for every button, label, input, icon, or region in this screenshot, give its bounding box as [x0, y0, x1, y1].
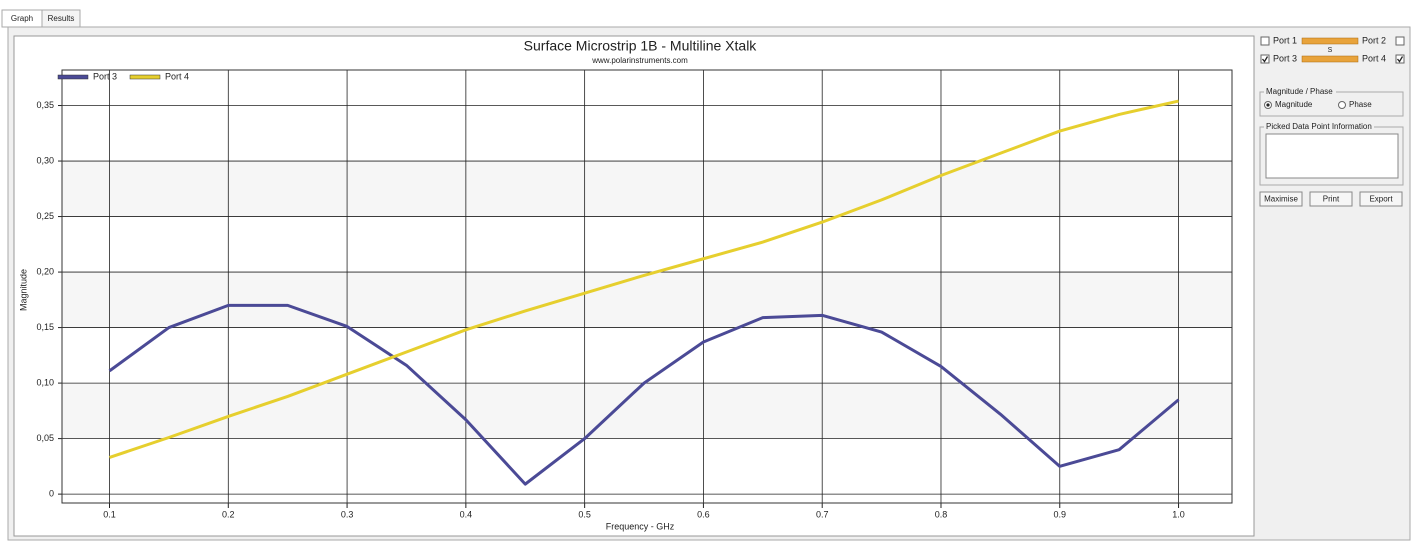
port-label[interactable]: Port 2	[1362, 35, 1386, 45]
y-tick-label: 0,10	[36, 377, 54, 387]
group-title: Magnitude / Phase	[1266, 87, 1333, 96]
button-label[interactable]: Export	[1369, 195, 1393, 204]
group-title-bg	[1264, 122, 1374, 132]
radio-label[interactable]: Phase	[1349, 100, 1372, 109]
x-tick-label: 0.9	[1054, 509, 1067, 519]
tab-label[interactable]: Graph	[11, 14, 33, 23]
y-tick-label: 0,15	[36, 322, 54, 332]
button-label[interactable]: Print	[1323, 195, 1340, 204]
x-tick-label: 0.4	[460, 509, 473, 519]
x-tick-label: 0.2	[222, 509, 235, 519]
data-line	[108, 303, 1180, 486]
plot: 0 0,05 0,10 0,15 0,20 0,25 0,30 0,35 0.1 0.2 0.3 0.…	[36, 69, 1233, 519]
x-tick-label: 1.0	[1172, 509, 1185, 519]
port-link-label: S	[1328, 47, 1333, 54]
x-tick-label: 0.1	[103, 509, 116, 519]
info-textbox	[1265, 133, 1399, 179]
chart-title: Surface Microstrip 1B - Multiline Xtalk	[524, 38, 758, 54]
checkbox[interactable]	[1395, 36, 1405, 46]
checkbox[interactable]	[1260, 36, 1270, 46]
checkbox[interactable]	[1260, 54, 1270, 64]
plot-frame	[61, 69, 1233, 504]
tab[interactable]	[41, 9, 81, 28]
port-link-bar	[1301, 55, 1359, 63]
y-tick-label: 0,25	[36, 211, 54, 221]
button[interactable]	[1359, 191, 1403, 207]
legend-swatch	[129, 74, 161, 80]
group-title: Picked Data Point Information	[1266, 122, 1372, 131]
tab-label[interactable]: Results	[48, 14, 75, 23]
y-tick-label: 0,30	[36, 155, 54, 165]
checkbox[interactable]	[1395, 54, 1405, 64]
x-axis-label: Frequency - GHz	[606, 521, 675, 531]
button[interactable]	[1259, 191, 1303, 207]
checkmark	[1261, 56, 1269, 63]
chart-subtitle: www.polarinstruments.com	[591, 56, 688, 65]
y-tick-label: 0,35	[36, 100, 54, 110]
button[interactable]	[1309, 191, 1353, 207]
y-tick-label: 0,20	[36, 266, 54, 276]
grid-band	[62, 70, 1232, 106]
side-panel: Port 1 Port 2 Port 3 Port 4 S Magnitude / Pha…	[1259, 35, 1405, 207]
radio-label[interactable]: Magnitude	[1275, 100, 1313, 109]
checkmark	[1396, 56, 1404, 63]
tabs: Graph Results	[1, 9, 81, 28]
x-tick-label: 0.6	[697, 509, 710, 519]
group-title-bg	[1264, 87, 1336, 97]
grid-band	[62, 161, 1232, 217]
port-link-bar	[1301, 37, 1359, 45]
radio[interactable]	[1338, 101, 1346, 109]
grid-band	[62, 383, 1232, 439]
port-label[interactable]: Port 4	[1362, 53, 1386, 63]
legend-label: Port 4	[165, 71, 189, 81]
radio-dot	[1266, 103, 1270, 107]
y-tick-label: 0	[49, 488, 54, 498]
port-label[interactable]: Port 3	[1273, 53, 1297, 63]
port-label[interactable]: Port 1	[1273, 35, 1297, 45]
x-tick-label: 0.7	[816, 509, 829, 519]
legend-label: Port 3	[93, 71, 117, 81]
grid-band	[62, 272, 1232, 328]
y-tick-label: 0,05	[36, 433, 54, 443]
x-tick-label: 0.3	[341, 509, 354, 519]
data-line	[109, 99, 1179, 459]
legend-swatch	[57, 74, 89, 80]
x-tick-label: 0.8	[935, 509, 948, 519]
x-tick-label: 0.5	[578, 509, 591, 519]
y-axis-label: Magnitude	[18, 269, 28, 311]
button-label[interactable]: Maximise	[1264, 195, 1298, 204]
